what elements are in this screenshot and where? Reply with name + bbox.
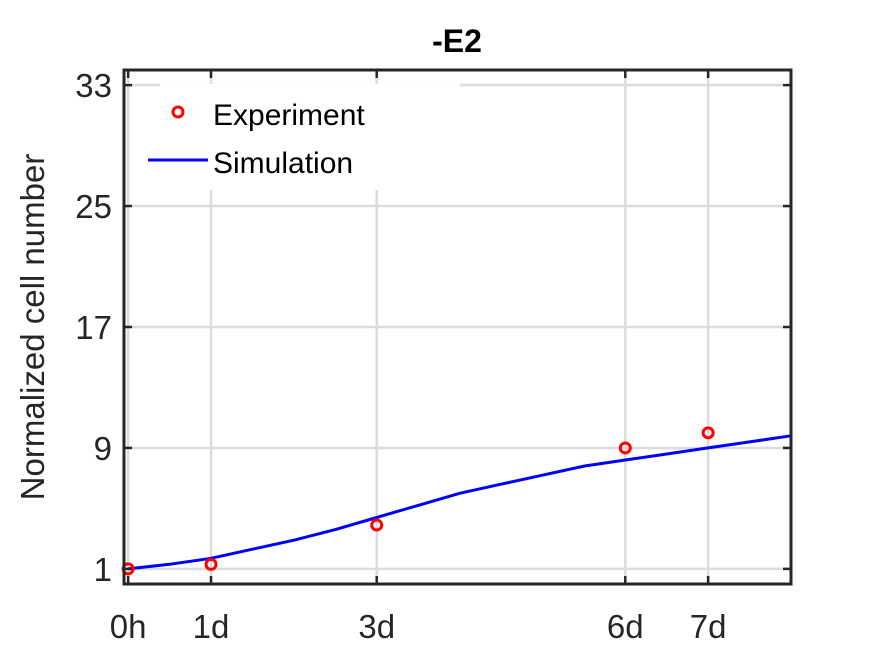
simulation-line (127, 434, 792, 571)
y-tick-label: 17 (75, 309, 112, 346)
experiment-point (701, 426, 715, 440)
legend: Experiment Simulation (148, 84, 460, 190)
y-tick-label: 1 (94, 551, 112, 588)
y-tick-label: 33 (75, 67, 112, 104)
legend-background (160, 84, 460, 190)
legend-label-experiment: Experiment (213, 99, 365, 132)
chart-title: -E2 (432, 23, 482, 59)
plot-area (121, 426, 792, 576)
legend-marker-experiment (171, 105, 185, 119)
experiment-point (370, 518, 384, 532)
y-tick-label: 25 (75, 188, 112, 225)
x-tick-label: 3d (358, 608, 395, 645)
y-axis-label: Normalized cell number (14, 154, 51, 501)
legend-label-simulation: Simulation (213, 147, 353, 180)
x-tick-label: 6d (607, 608, 644, 645)
y-tick-label: 9 (94, 430, 112, 467)
axes: 0h 1d 3d 6d 7d 1 9 17 25 33 (75, 67, 793, 645)
experiment-point (204, 557, 218, 571)
x-tick-label: 0h (110, 608, 147, 645)
experiment-point (618, 441, 632, 455)
x-tick-label: 1d (193, 608, 230, 645)
x-tick-label: 7d (690, 608, 727, 645)
